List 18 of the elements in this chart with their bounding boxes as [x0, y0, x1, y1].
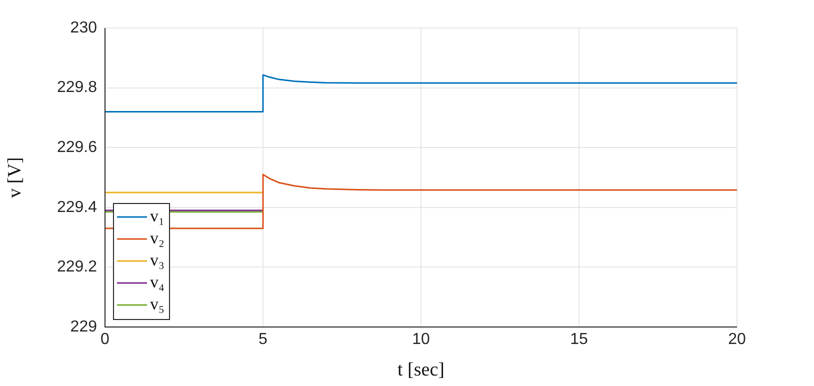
- y-tick-label: 230: [70, 19, 98, 36]
- y-axis-title: v [V]: [4, 157, 26, 198]
- x-axis-title: t [sec]: [398, 360, 444, 381]
- y-tick-label: 229.8: [56, 79, 98, 96]
- x-tick-label: 15: [570, 331, 588, 348]
- legend-label: v₁: [150, 206, 164, 226]
- legend-label: v₂: [150, 228, 164, 248]
- x-tick-label: 0: [100, 331, 110, 348]
- y-tick-label: 229.6: [56, 139, 98, 156]
- x-tick-label: 10: [412, 331, 430, 348]
- legend-label: v₄: [150, 272, 164, 292]
- y-tick-label: 229.2: [56, 258, 98, 276]
- x-tick-label: 20: [728, 331, 746, 348]
- legend-label: v₃: [150, 250, 164, 270]
- x-tick-label: 5: [258, 331, 268, 348]
- legend-label: v₅: [150, 294, 164, 314]
- y-tick-label: 229: [70, 318, 98, 336]
- y-tick-label: 229.4: [56, 198, 98, 216]
